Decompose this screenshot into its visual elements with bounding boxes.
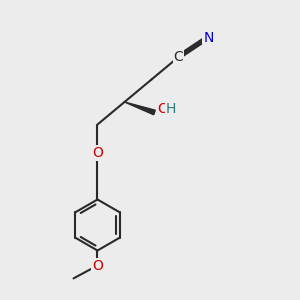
Text: O: O (92, 146, 103, 160)
Text: O: O (158, 102, 168, 116)
Text: C: C (174, 50, 183, 64)
Text: H: H (166, 102, 176, 116)
Polygon shape (124, 102, 155, 115)
Text: N: N (203, 31, 214, 44)
Text: O: O (92, 259, 103, 272)
